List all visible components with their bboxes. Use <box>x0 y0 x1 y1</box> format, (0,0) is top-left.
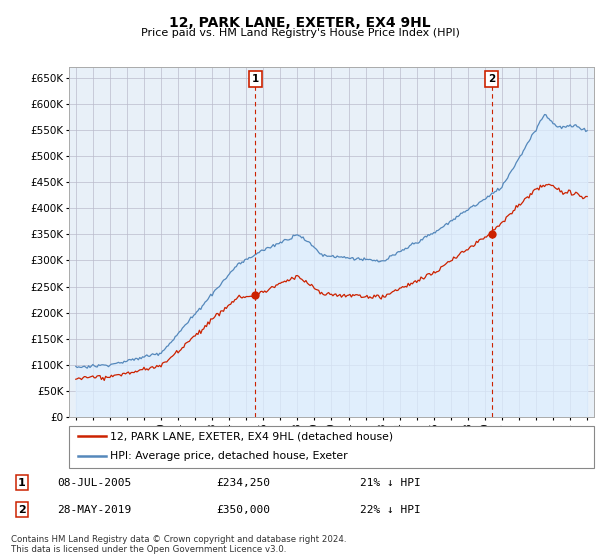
Text: 1: 1 <box>18 478 26 488</box>
Text: 12, PARK LANE, EXETER, EX4 9HL: 12, PARK LANE, EXETER, EX4 9HL <box>169 16 431 30</box>
Text: 12, PARK LANE, EXETER, EX4 9HL (detached house): 12, PARK LANE, EXETER, EX4 9HL (detached… <box>110 431 393 441</box>
Text: £234,250: £234,250 <box>216 478 270 488</box>
Text: 21% ↓ HPI: 21% ↓ HPI <box>360 478 421 488</box>
Text: £350,000: £350,000 <box>216 505 270 515</box>
Text: HPI: Average price, detached house, Exeter: HPI: Average price, detached house, Exet… <box>110 451 347 461</box>
Text: 08-JUL-2005: 08-JUL-2005 <box>57 478 131 488</box>
Text: 2: 2 <box>488 74 496 83</box>
Text: Contains HM Land Registry data © Crown copyright and database right 2024.
This d: Contains HM Land Registry data © Crown c… <box>11 535 346 554</box>
Text: 22% ↓ HPI: 22% ↓ HPI <box>360 505 421 515</box>
Text: Price paid vs. HM Land Registry's House Price Index (HPI): Price paid vs. HM Land Registry's House … <box>140 28 460 38</box>
Text: 2: 2 <box>18 505 26 515</box>
Text: 28-MAY-2019: 28-MAY-2019 <box>57 505 131 515</box>
FancyBboxPatch shape <box>69 426 594 468</box>
Text: 1: 1 <box>251 74 259 83</box>
